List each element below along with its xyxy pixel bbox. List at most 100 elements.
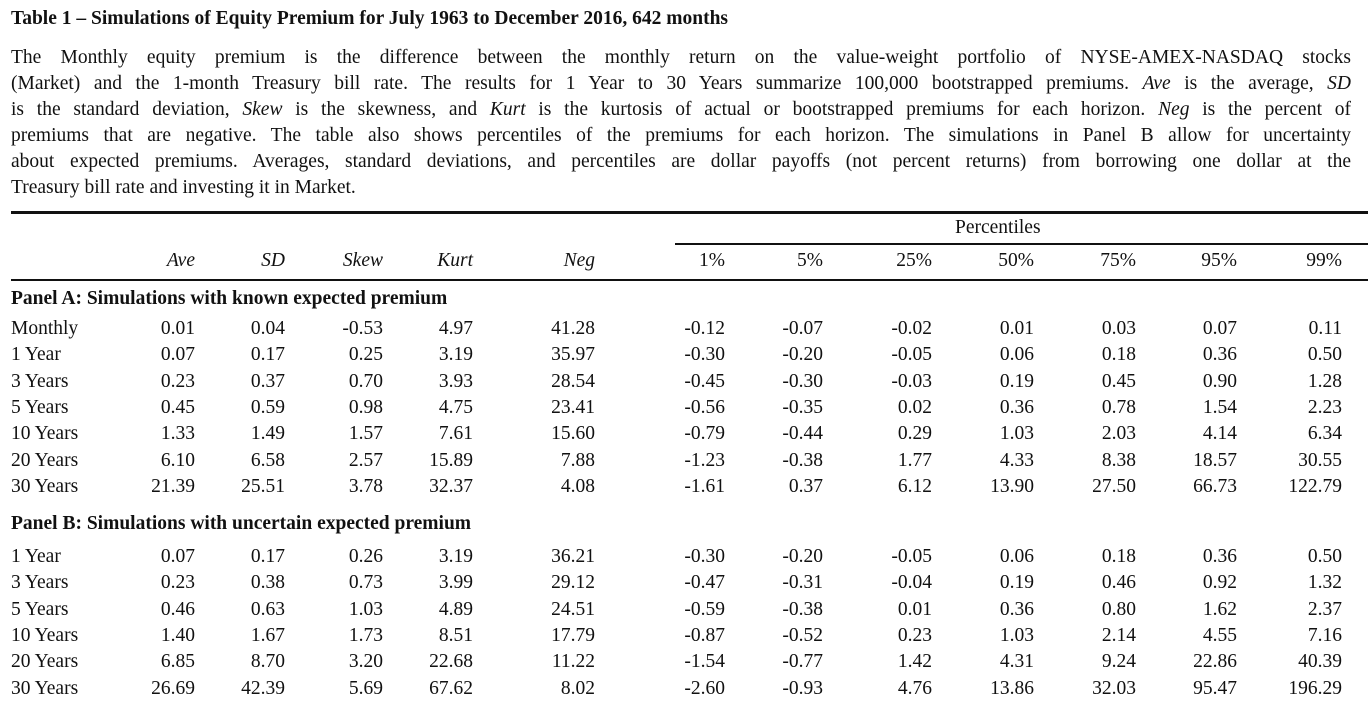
table-cell: -0.35 [782, 397, 823, 418]
column-header: 1% [699, 250, 725, 271]
table-cell: -1.54 [684, 651, 725, 672]
table-cell: 1.73 [348, 625, 383, 646]
table-cell: 0.25 [348, 344, 383, 365]
column-header: 50% [998, 250, 1034, 271]
table-cell: 67.62 [429, 678, 473, 699]
row-label: 30 Years [11, 476, 79, 497]
table-cell: 3.20 [348, 651, 383, 672]
table-cell: 4.97 [438, 318, 473, 339]
caption-text: premiums that are negative. The table al… [11, 125, 1351, 146]
table-cell: 0.73 [348, 572, 383, 593]
table-cell: 8.70 [250, 651, 285, 672]
caption-text: is the kurtosis of actual or bootstrappe… [525, 99, 1159, 120]
table-cell: 1.67 [250, 625, 285, 646]
table-cell: 8.38 [1101, 450, 1136, 471]
table-cell: 13.90 [990, 476, 1034, 497]
table-cell: 0.36 [999, 599, 1034, 620]
row-label: 10 Years [11, 423, 79, 444]
table-cell: 17.79 [551, 625, 595, 646]
table-cell: 0.07 [160, 344, 195, 365]
table-cell: 0.18 [1101, 546, 1136, 567]
table-cell: -0.93 [782, 678, 823, 699]
percentiles-rule [675, 243, 1368, 245]
table-cell: -0.45 [684, 371, 725, 392]
caption-text: is the average, [1170, 73, 1328, 94]
table-cell: 1.33 [160, 423, 195, 444]
column-header: 5% [797, 250, 823, 271]
table-cell: 35.97 [551, 344, 595, 365]
table-cell: 9.24 [1101, 651, 1136, 672]
table-cell: 23.41 [551, 397, 595, 418]
table-cell: 1.40 [160, 625, 195, 646]
table-cell: 29.12 [551, 572, 595, 593]
table-cell: 32.37 [429, 476, 473, 497]
table-cell: 0.11 [1308, 318, 1342, 339]
table-cell: 32.03 [1092, 678, 1136, 699]
caption-text: is the standard deviation, [11, 99, 243, 120]
table-cell: -0.44 [782, 423, 823, 444]
table-cell: -0.03 [891, 371, 932, 392]
table-cell: 26.69 [151, 678, 195, 699]
table-cell: 36.21 [551, 546, 595, 567]
caption-text: The Monthly equity premium is the differ… [11, 47, 1351, 68]
table-cell: 0.50 [1307, 546, 1342, 567]
column-header: Kurt [437, 250, 473, 271]
table-cell: 40.39 [1298, 651, 1342, 672]
caption-line: about expected premiums. Averages, stand… [11, 149, 1351, 175]
row-label: 20 Years [11, 651, 79, 672]
row-label: 3 Years [11, 572, 69, 593]
caption-line: Treasury bill rate and investing it in M… [11, 175, 1351, 201]
row-label: 20 Years [11, 450, 79, 471]
table-caption: The Monthly equity premium is the differ… [11, 45, 1351, 201]
table-cell: 0.03 [1101, 318, 1136, 339]
table-cell: 3.99 [438, 572, 473, 593]
header-rule [11, 279, 1368, 281]
table-cell: -0.38 [782, 450, 823, 471]
table-cell: 0.26 [348, 546, 383, 567]
table-cell: 0.19 [999, 572, 1034, 593]
table-cell: 13.86 [990, 678, 1034, 699]
table-cell: 1.49 [250, 423, 285, 444]
table-cell: 2.23 [1307, 397, 1342, 418]
table-cell: 4.75 [438, 397, 473, 418]
table-cell: 4.08 [560, 476, 595, 497]
table-cell: 0.36 [1202, 546, 1237, 567]
table-cell: 1.03 [999, 625, 1034, 646]
table-cell: 30.55 [1298, 450, 1342, 471]
table-cell: 1.03 [348, 599, 383, 620]
table-cell: -0.53 [342, 318, 383, 339]
row-label: Monthly [11, 318, 79, 339]
table-cell: 5.69 [348, 678, 383, 699]
table-cell: -0.20 [782, 344, 823, 365]
column-header: Neg [563, 250, 595, 271]
table-cell: 0.80 [1101, 599, 1136, 620]
column-header: 75% [1100, 250, 1136, 271]
table-cell: 8.02 [560, 678, 595, 699]
table-cell: 0.01 [160, 318, 195, 339]
table-cell: 24.51 [551, 599, 595, 620]
table-cell: 8.51 [438, 625, 473, 646]
table-cell: 3.19 [438, 344, 473, 365]
row-label: 1 Year [11, 344, 61, 365]
table-cell: 3.78 [348, 476, 383, 497]
table-cell: 0.92 [1202, 572, 1237, 593]
table-cell: 0.90 [1202, 371, 1237, 392]
caption-line: The Monthly equity premium is the differ… [11, 45, 1351, 71]
table-cell: -1.61 [684, 476, 725, 497]
table-cell: 0.59 [250, 397, 285, 418]
table-cell: 3.19 [438, 546, 473, 567]
table-cell: 0.17 [250, 344, 285, 365]
row-label: 5 Years [11, 599, 69, 620]
table-cell: 0.63 [250, 599, 285, 620]
table-cell: 18.57 [1193, 450, 1237, 471]
caption-text: is the percent of [1189, 99, 1352, 120]
table-cell: 0.46 [1101, 572, 1136, 593]
table-cell: 2.14 [1101, 625, 1136, 646]
table-cell: 0.37 [788, 476, 823, 497]
caption-italic-term: SD [1327, 73, 1351, 94]
caption-italic-term: Kurt [489, 99, 526, 120]
table-cell: 1.77 [897, 450, 932, 471]
table-cell: 4.89 [438, 599, 473, 620]
table-cell: 0.02 [897, 397, 932, 418]
